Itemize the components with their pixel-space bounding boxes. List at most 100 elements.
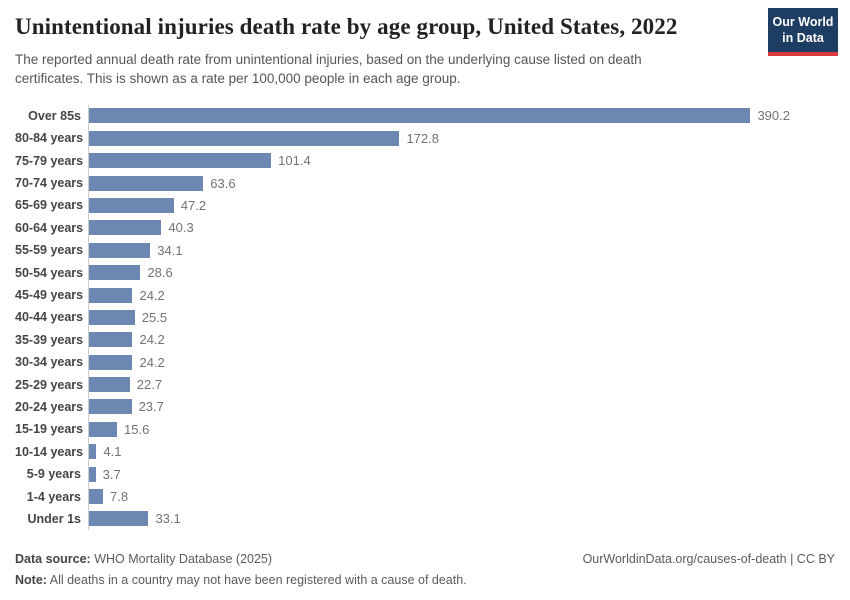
data-source-line: Data source: WHO Mortality Database (202… bbox=[15, 552, 272, 566]
value-label: 4.1 bbox=[103, 444, 122, 460]
bar-track: 172.8 bbox=[88, 127, 790, 150]
value-label: 34.1 bbox=[157, 242, 183, 258]
bar[interactable] bbox=[89, 108, 751, 124]
category-label: 70-74 years bbox=[15, 176, 84, 191]
value-label: 24.2 bbox=[139, 354, 165, 370]
value-label: 22.7 bbox=[136, 377, 163, 393]
bar-track: 22.7 bbox=[88, 373, 790, 396]
bar[interactable] bbox=[89, 489, 103, 505]
chart-subtitle: The reported annual death rate from unin… bbox=[15, 51, 642, 87]
value-label: 24.2 bbox=[139, 332, 165, 348]
data-source-text: WHO Mortality Database (2025) bbox=[90, 552, 273, 566]
bar[interactable] bbox=[89, 377, 130, 393]
bar[interactable] bbox=[89, 130, 400, 146]
chart-row: 20-24 years 23.7 bbox=[15, 395, 835, 419]
chart-row: 75-79 years 101.4 bbox=[15, 149, 835, 172]
bar-track: 24.2 bbox=[88, 283, 790, 307]
bar-track: 33.1 bbox=[88, 507, 790, 531]
chart-row: 5-9 years 3.7 bbox=[15, 462, 835, 486]
bar-track: 24.2 bbox=[88, 328, 790, 352]
bar[interactable] bbox=[89, 309, 135, 325]
bar[interactable] bbox=[89, 399, 132, 415]
value-label: 23.7 bbox=[138, 399, 164, 415]
chart-row: 25-29 years 22.7 bbox=[15, 373, 835, 396]
value-label: 15.6 bbox=[124, 421, 150, 437]
chart-row: 55-59 years 34.1 bbox=[15, 239, 835, 262]
category-label: 15-19 years bbox=[15, 422, 84, 437]
category-label: 10-14 years bbox=[15, 444, 84, 459]
value-label: 25.5 bbox=[141, 309, 168, 325]
bar-track: 24.2 bbox=[88, 351, 790, 374]
value-label: 390.2 bbox=[757, 108, 790, 124]
bar[interactable] bbox=[89, 332, 133, 348]
chart-row: Under 1s 33.1 bbox=[15, 507, 835, 531]
category-label: 20-24 years bbox=[15, 399, 84, 414]
category-label: 45-49 years bbox=[15, 288, 84, 303]
bar[interactable] bbox=[89, 220, 162, 236]
bar[interactable] bbox=[89, 265, 141, 281]
bar[interactable] bbox=[89, 354, 133, 370]
note-label: Note: bbox=[15, 573, 47, 587]
owid-logo-line2: in Data bbox=[782, 30, 824, 45]
category-label: 1-4 years bbox=[26, 489, 81, 504]
bar[interactable] bbox=[89, 175, 204, 191]
bar-track: 34.1 bbox=[88, 239, 790, 262]
bar[interactable] bbox=[89, 197, 174, 213]
bar-track: 23.7 bbox=[88, 395, 790, 419]
bar-track: 28.6 bbox=[88, 261, 790, 284]
category-label: 80-84 years bbox=[15, 131, 84, 146]
chart-row: 40-44 years 25.5 bbox=[15, 306, 835, 329]
bar-track: 47.2 bbox=[88, 194, 790, 217]
bar[interactable] bbox=[89, 466, 96, 482]
bar[interactable] bbox=[89, 421, 118, 437]
chart-row: 1-4 years 7.8 bbox=[15, 485, 835, 508]
bar[interactable] bbox=[89, 444, 97, 460]
category-label: 50-54 years bbox=[15, 265, 84, 280]
value-label: 7.8 bbox=[110, 489, 129, 505]
bar[interactable] bbox=[89, 153, 272, 169]
category-label: 65-69 years bbox=[15, 198, 84, 213]
value-label: 172.8 bbox=[406, 130, 439, 146]
chart-row: 35-39 years 24.2 bbox=[15, 328, 835, 352]
bar[interactable] bbox=[89, 242, 151, 258]
note-text: All deaths in a country may not have bee… bbox=[46, 573, 467, 587]
category-label: 25-29 years bbox=[15, 377, 84, 392]
category-label: Under 1s bbox=[27, 511, 82, 526]
chart-header: Unintentional injuries death rate by age… bbox=[0, 0, 850, 89]
chart-footer: Data source: WHO Mortality Database (202… bbox=[15, 552, 835, 587]
bar[interactable] bbox=[89, 511, 149, 527]
owid-logo-line1: Our World bbox=[772, 15, 834, 29]
value-label: 63.6 bbox=[210, 175, 236, 191]
value-label: 101.4 bbox=[278, 153, 311, 169]
category-label: 30-34 years bbox=[15, 355, 84, 370]
value-label: 40.3 bbox=[168, 220, 194, 236]
bar-track: 4.1 bbox=[88, 440, 790, 463]
chart-row: 45-49 years 24.2 bbox=[15, 283, 835, 307]
category-label: 40-44 years bbox=[15, 310, 84, 325]
chart-row: 50-54 years 28.6 bbox=[15, 261, 835, 284]
bar-track: 25.5 bbox=[88, 306, 790, 329]
chart-row: 15-19 years 15.6 bbox=[15, 418, 835, 441]
chart-row: 10-14 years 4.1 bbox=[15, 440, 835, 463]
chart-row: 80-84 years 172.8 bbox=[15, 127, 835, 150]
chart-row: Over 85s 390.2 bbox=[15, 104, 835, 128]
bar-track: 3.7 bbox=[88, 462, 790, 486]
value-label: 28.6 bbox=[147, 265, 173, 281]
bar[interactable] bbox=[89, 287, 133, 303]
chart-row: 60-64 years 40.3 bbox=[15, 216, 835, 240]
owid-logo: Our World in Data bbox=[768, 8, 838, 57]
bar-track: 390.2 bbox=[88, 104, 790, 128]
data-source-label: Data source: bbox=[15, 552, 91, 566]
note-line: Note: All deaths in a country may not ha… bbox=[15, 573, 835, 587]
value-label: 33.1 bbox=[155, 511, 181, 527]
owid-link[interactable]: OurWorldinData.org/causes-of-death | CC … bbox=[582, 552, 835, 566]
category-label: Over 85s bbox=[28, 108, 81, 123]
bar-track: 7.8 bbox=[88, 485, 790, 508]
category-label: 5-9 years bbox=[26, 467, 81, 482]
category-label: 35-39 years bbox=[15, 332, 84, 347]
value-label: 47.2 bbox=[180, 197, 207, 213]
category-label: 55-59 years bbox=[15, 243, 84, 258]
bar-track: 63.6 bbox=[88, 171, 790, 195]
value-label: 3.7 bbox=[102, 466, 121, 482]
